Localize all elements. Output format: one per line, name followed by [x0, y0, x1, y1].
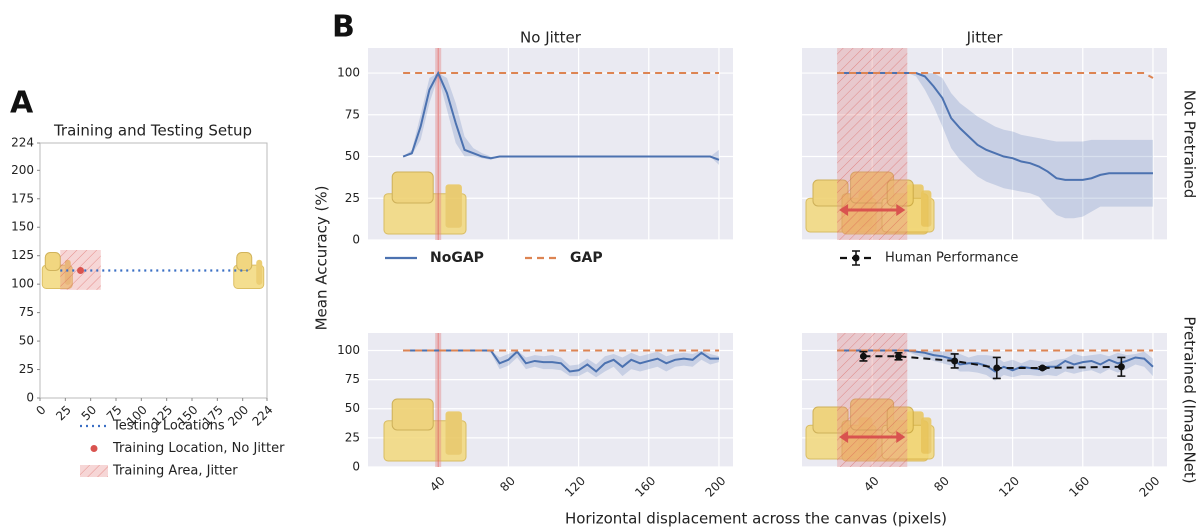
panel-label: B	[332, 10, 355, 45]
x-tick-label: 160	[632, 474, 658, 500]
legend-swatch	[852, 254, 860, 262]
legend-label: Human Performance	[885, 251, 1018, 266]
y-tick-label: 125	[11, 248, 34, 262]
y-tick-label: 25	[345, 191, 360, 205]
chair-leg	[256, 259, 263, 285]
x-tick-label: 160	[1066, 474, 1092, 500]
x-tick-label: 80	[931, 474, 952, 495]
row-title: Pretrained (ImageNet)	[1181, 316, 1199, 483]
x-tick-label: 40	[427, 474, 448, 495]
legend-swatch	[80, 465, 108, 477]
y-tick-label: 75	[19, 305, 34, 319]
y-tick-label: 75	[345, 372, 360, 386]
chair-leg	[445, 411, 462, 455]
series-line	[837, 72, 1154, 79]
y-tick-label: 100	[337, 66, 360, 80]
x-tick-label: 120	[562, 474, 588, 500]
y-tick-label: 25	[345, 430, 360, 444]
training-point	[77, 267, 85, 274]
chair-back	[236, 252, 253, 271]
series-line	[402, 70, 720, 161]
legend-label: NoGAP	[430, 250, 484, 266]
x-tick-label: 0	[33, 403, 48, 418]
human-line	[863, 355, 1122, 369]
y-tick-label: 0	[26, 391, 34, 405]
x-tick-label: 120	[996, 474, 1022, 500]
column-title: No Jitter	[520, 29, 582, 47]
human-point	[1038, 364, 1046, 372]
y-tick-label: 0	[352, 460, 360, 474]
x-tick-label: 200	[1136, 474, 1162, 500]
x-tick-label: 50	[79, 403, 100, 424]
chart-title: Training and Testing Setup	[53, 122, 252, 140]
human-point	[951, 357, 959, 365]
y-tick-label: 50	[345, 149, 360, 163]
y-tick-label: 25	[19, 362, 34, 376]
x-tick-label: 25	[53, 403, 74, 424]
legend-swatch	[90, 445, 98, 452]
y-tick-label: 50	[345, 401, 360, 415]
legend-label: GAP	[570, 250, 603, 266]
legend-label: Training Area, Jitter	[112, 464, 238, 479]
chair-leg	[921, 190, 932, 227]
y-tick-label: 0	[352, 233, 360, 247]
human-point	[1117, 363, 1125, 371]
y-tick-label: 175	[11, 191, 34, 205]
column-title: Jitter	[966, 29, 1004, 47]
y-tick-label: 75	[345, 107, 360, 121]
chair-leg	[921, 417, 932, 454]
legend-label: Testing Locations	[112, 419, 225, 434]
y-tick-label: 150	[11, 220, 34, 234]
y-tick-label: 200	[11, 163, 34, 177]
chair-leg	[445, 184, 462, 228]
x-tick-label: 200	[225, 403, 251, 429]
confidence-band	[837, 73, 1153, 219]
chair-image	[383, 398, 467, 462]
row-title: Not Pretrained	[1181, 90, 1199, 199]
y-tick-label: 100	[337, 343, 360, 357]
x-tick-label: 224	[249, 403, 275, 429]
y-tick-label: 100	[11, 277, 34, 291]
x-tick-label: 80	[497, 474, 518, 495]
confidence-band	[403, 73, 719, 165]
human-point	[895, 352, 903, 360]
chair-back	[391, 398, 434, 431]
human-point	[993, 364, 1001, 372]
human-point	[859, 352, 867, 360]
x-tick-label: 200	[702, 474, 728, 500]
chair-back	[44, 252, 61, 271]
panel-label: A	[10, 86, 34, 121]
x-tick-label: 40	[861, 474, 882, 495]
y-axis-label: Mean Accuracy (%)	[313, 186, 331, 331]
y-tick-label: 224	[11, 136, 34, 150]
chair-back	[391, 171, 434, 204]
chair-image	[383, 171, 467, 235]
training-area-hatch	[837, 48, 908, 240]
legend-label: Training Location, No Jitter	[112, 441, 285, 456]
x-axis-label: Horizontal displacement across the canva…	[565, 510, 947, 528]
y-tick-label: 50	[19, 334, 34, 348]
